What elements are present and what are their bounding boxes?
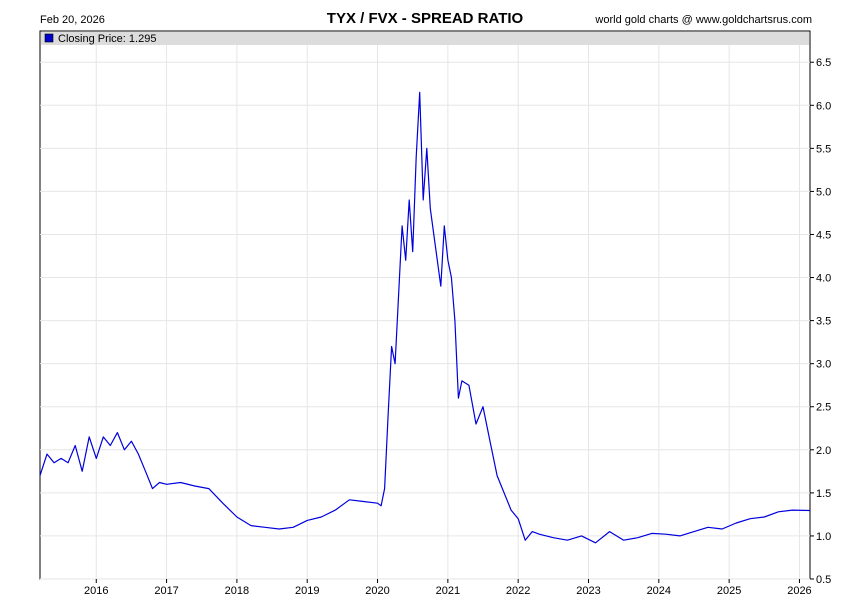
series-line-closing-price: [39, 91, 811, 544]
y-tick-label: 3.5: [816, 316, 831, 328]
y-tick-label: 2.0: [816, 445, 831, 457]
x-tick-label: 2024: [647, 585, 671, 597]
y-tick-label: 3.0: [816, 359, 831, 371]
chart-title: TYX / FVX - SPREAD RATIO: [326, 10, 524, 27]
x-tick-label: 2020: [365, 585, 389, 597]
legend-swatch: [44, 33, 54, 43]
x-tick-label: 2019: [295, 585, 319, 597]
y-tick-label: 5.0: [816, 186, 831, 198]
x-tick-label: 2023: [576, 585, 600, 597]
legend-label: Closing Price: 1.295: [58, 33, 156, 45]
y-tick-label: 1.5: [816, 488, 831, 500]
y-tick-label: 4.5: [816, 229, 831, 241]
y-tick-label: 1.0: [816, 531, 831, 543]
y-tick-label: 2.5: [816, 402, 831, 414]
x-tick-label: 2025: [717, 585, 741, 597]
grid-lines: [40, 45, 810, 580]
y-tick-label: 0.5: [816, 574, 831, 586]
series-group: [39, 91, 811, 544]
y-tick-label: 6.5: [816, 57, 831, 69]
plot-area: [39, 30, 811, 580]
y-axis-ticks: 0.5 1.0 1.5 2.0 2.5 3.0 3.5 4.0 4.5 5.0 5.5 6.0 6.5: [810, 57, 831, 586]
x-tick-label: 2017: [154, 585, 178, 597]
x-tick-label: 2022: [506, 585, 530, 597]
x-tick-label: 2016: [84, 585, 108, 597]
y-tick-label: 6.0: [816, 100, 831, 112]
legend-bar: [41, 32, 809, 45]
chart-date: Feb 20, 2026: [40, 14, 105, 26]
x-tick-label: 2018: [225, 585, 249, 597]
x-tick-label: 2026: [787, 585, 811, 597]
y-tick-label: 5.5: [816, 143, 831, 155]
x-tick-label: 2021: [436, 585, 460, 597]
chart-credit: world gold charts @ www.goldchartsrus.co…: [595, 14, 812, 26]
y-tick-label: 4.0: [816, 273, 831, 285]
x-axis-ticks: 2016 2017 2018 2019 2020 2021 2022 2023 2024 2025…: [84, 579, 812, 597]
